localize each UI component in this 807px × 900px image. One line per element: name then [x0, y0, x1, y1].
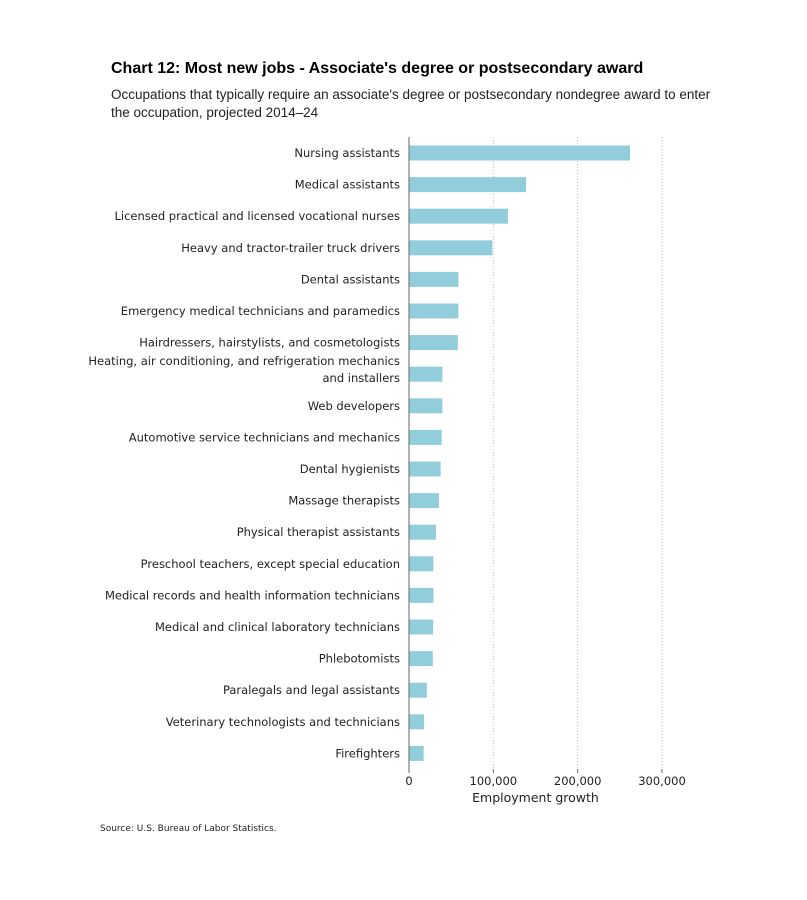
category-label: Automotive service technicians and mecha… [129, 430, 400, 444]
chart-title: Chart 12: Most new jobs - Associate's de… [111, 60, 644, 77]
bar [409, 177, 527, 193]
category-label: Web developers [308, 399, 400, 413]
x-axis-title: Employment growth [472, 790, 599, 805]
category-label: Preschool teachers, except special educa… [141, 557, 400, 571]
category-label: Medical assistants [295, 178, 400, 192]
x-tick-label: 200,000 [554, 774, 602, 788]
category-label: Dental assistants [301, 272, 400, 286]
bar [409, 524, 436, 540]
category-label: Medical and clinical laboratory technici… [155, 620, 400, 634]
category-label: Dental hygienists [300, 462, 400, 476]
category-label: Firefighters [335, 746, 400, 760]
category-label: Phlebotomists [319, 652, 400, 666]
category-label: Medical records and health information t… [105, 588, 400, 602]
category-label: Paralegals and legal assistants [223, 683, 400, 697]
chart-subtitle: Occupations that typically require an as… [111, 87, 711, 120]
x-tick-label: 0 [405, 774, 412, 788]
category-label: Nursing assistants [294, 146, 400, 160]
bar [409, 398, 443, 414]
category-label: Massage therapists [288, 494, 400, 508]
bar [409, 461, 441, 477]
source-note: Source: U.S. Bureau of Labor Statistics. [100, 824, 277, 834]
category-label: Veterinary technologists and technicians [166, 715, 400, 729]
bar [409, 366, 443, 382]
category-label: Physical therapist assistants [237, 525, 400, 539]
bar [409, 208, 508, 224]
bar [409, 714, 425, 730]
category-label: Hairdressers, hairstylists, and cosmetol… [139, 336, 400, 350]
bar [409, 429, 442, 445]
bar [409, 271, 459, 287]
category-label: Heavy and tractor-trailer truck drivers [181, 241, 400, 255]
x-tick-label: 100,000 [470, 774, 518, 788]
bar [409, 145, 631, 161]
bar [409, 335, 458, 351]
bar [409, 651, 433, 667]
bar [409, 587, 434, 603]
bar [409, 745, 424, 761]
bar [409, 682, 427, 698]
category-label: Licensed practical and licensed vocation… [114, 209, 400, 223]
bar [409, 240, 493, 256]
bar [409, 556, 434, 572]
category-label: Heating, air conditioning, and refrigera… [88, 354, 400, 385]
x-tick-label: 300,000 [638, 774, 686, 788]
bar [409, 619, 434, 635]
bar [409, 303, 459, 319]
bar [409, 493, 439, 509]
category-label: Emergency medical technicians and parame… [121, 304, 400, 318]
